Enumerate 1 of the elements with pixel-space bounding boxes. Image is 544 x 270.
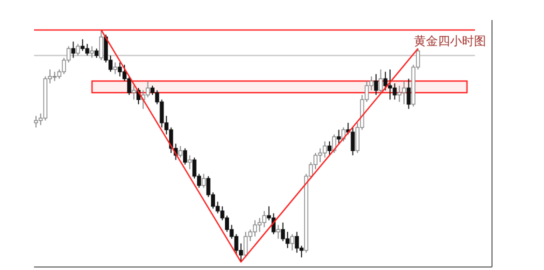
annotation: 黄金四小时图	[414, 34, 486, 48]
